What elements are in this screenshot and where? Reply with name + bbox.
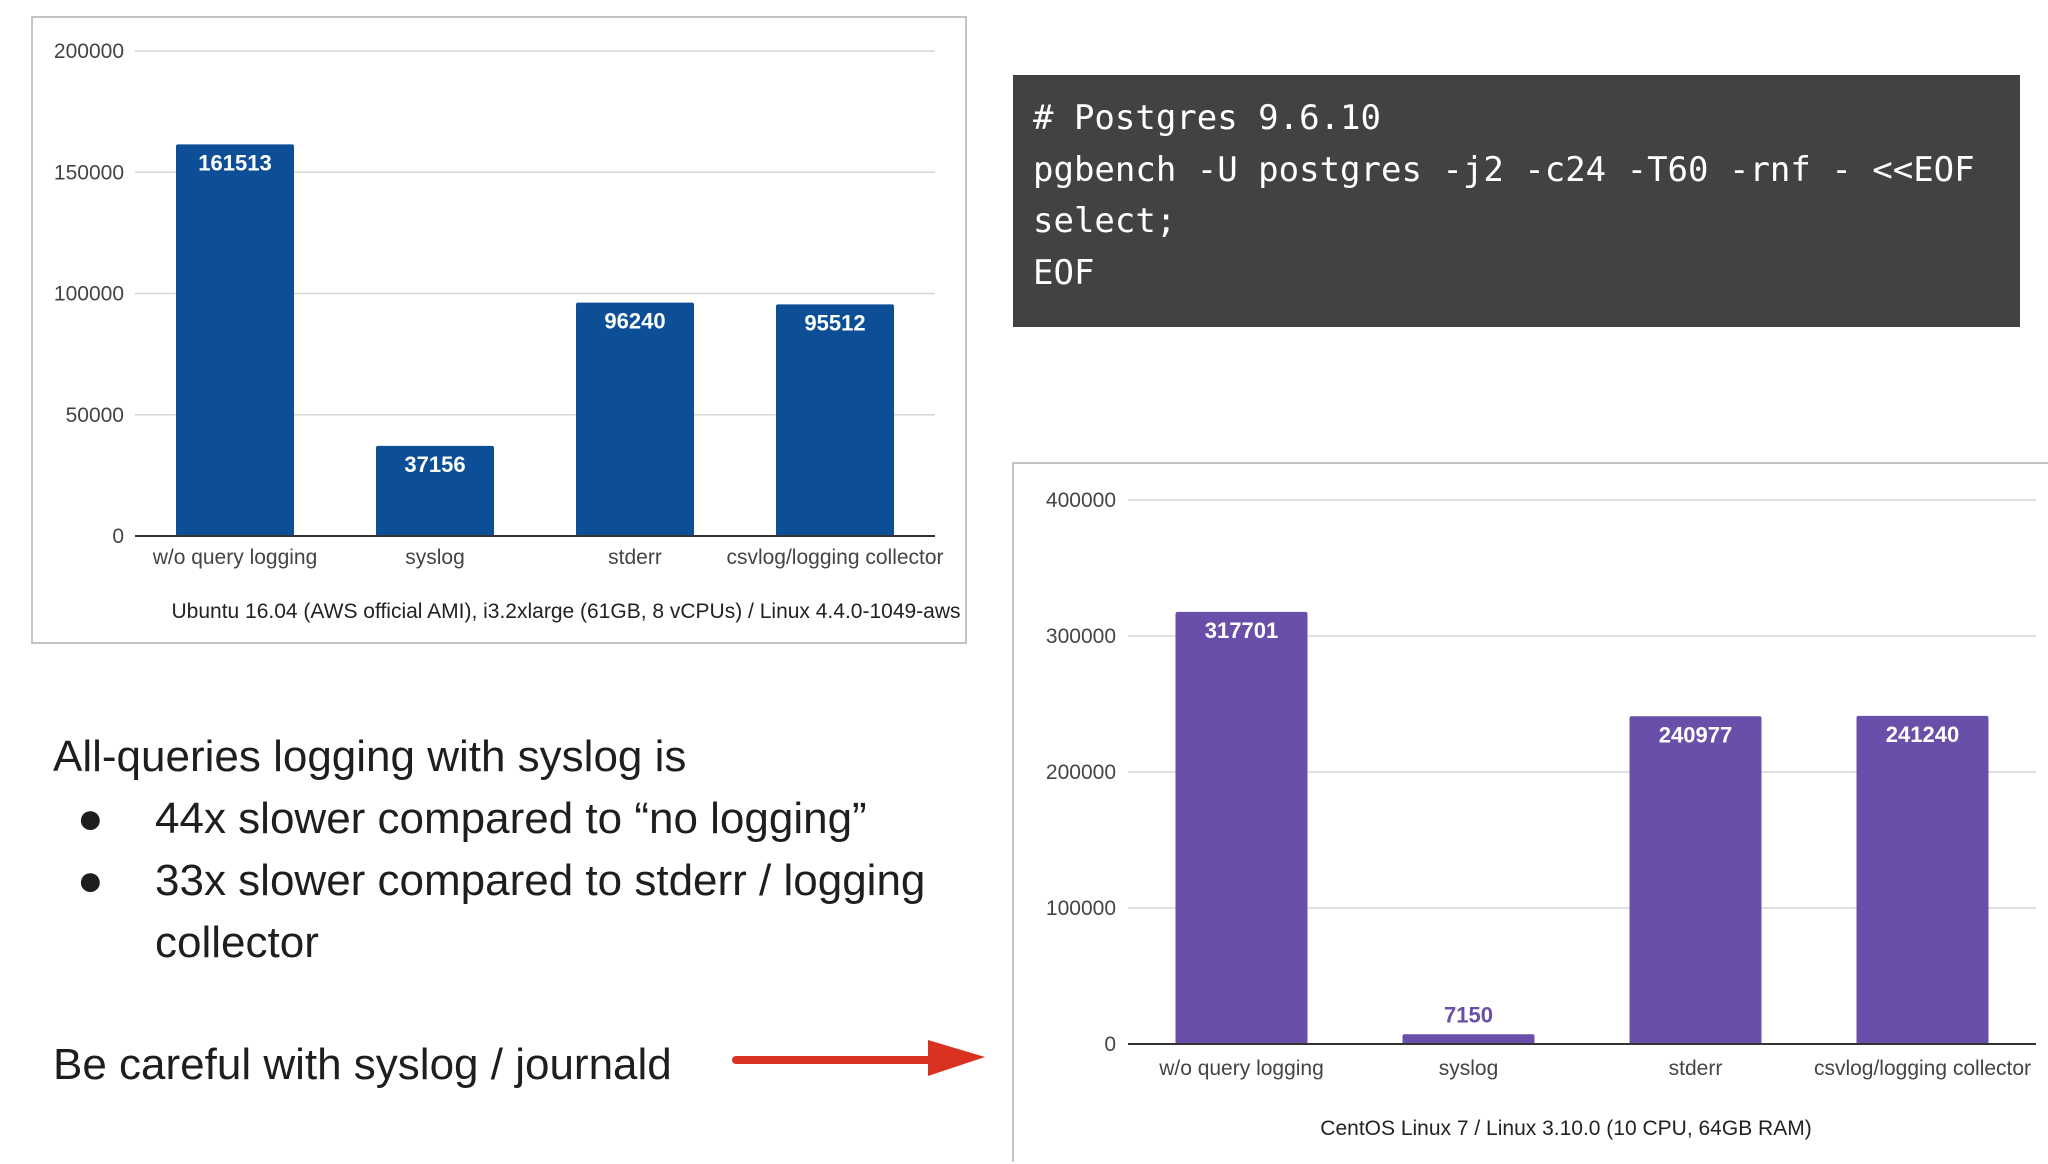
note-item: ● 44x slower compared to “no logging”: [53, 788, 933, 850]
y-tick-label: 0: [112, 525, 124, 548]
x-category-label: stderr: [1669, 1057, 1723, 1080]
y-tick-label: 50000: [66, 404, 124, 427]
note-text: 44x slower compared to “no logging”: [155, 794, 867, 843]
bar: [776, 304, 894, 536]
notes-heading: All-queries logging with syslog is: [53, 732, 687, 781]
chart-centos-svg: 0 100000 200000 300000 400000 317701 w/o query…: [1046, 489, 2036, 1140]
y-tick-label: 300000: [1046, 625, 1116, 648]
notes-list: ● 44x slower compared to “no logging” ● …: [53, 788, 933, 974]
bullet-icon: ●: [77, 794, 104, 843]
careful-note: Be careful with syslog / journald: [53, 1040, 672, 1089]
data-label: 95512: [804, 310, 865, 335]
x-category-label: syslog: [1439, 1057, 1499, 1080]
notes-section: All-queries logging with syslog is ● 44x…: [53, 726, 933, 974]
data-label: 161513: [198, 150, 271, 175]
code-line-comment: # Postgres 9.6.10: [1033, 98, 1381, 138]
data-label: 241240: [1886, 722, 1959, 747]
y-tick-label: 100000: [54, 283, 124, 306]
note-text: 33x slower compared to stderr / logging …: [155, 856, 926, 967]
y-tick-label: 200000: [54, 40, 124, 63]
x-axis-caption: Ubuntu 16.04 (AWS official AMI), i3.2xla…: [171, 600, 960, 623]
data-label: 240977: [1659, 722, 1732, 747]
x-category-label: stderr: [608, 546, 662, 569]
bar: [1856, 715, 1989, 1044]
note-item: ● 33x slower compared to stderr / loggin…: [53, 850, 933, 974]
code-block: # Postgres 9.6.10 pgbench -U postgres -j…: [1013, 75, 2020, 327]
code-line-eof: EOF: [1033, 252, 1095, 293]
data-label: 96240: [604, 309, 665, 334]
bar: [1629, 716, 1762, 1044]
y-tick-label: 100000: [1046, 897, 1116, 920]
x-category-label: w/o query logging: [152, 546, 318, 569]
data-label: 37156: [404, 452, 465, 477]
bar: [1402, 1034, 1535, 1044]
chart-ubuntu: 0 50000 100000 150000 200000 161513 w/o query …: [31, 16, 967, 644]
x-axis-caption: CentOS Linux 7 / Linux 3.10.0 (10 CPU, 6…: [1320, 1117, 1811, 1140]
y-tick-label: 200000: [1046, 761, 1116, 784]
bar: [376, 445, 494, 536]
x-category-label: w/o query logging: [1158, 1057, 1324, 1080]
bar: [1175, 611, 1308, 1044]
code-line-command: pgbench -U postgres -j2 -c24 -T60 -rnf -…: [1033, 149, 1975, 190]
code-line-query: select;: [1033, 201, 1177, 241]
bar: [176, 144, 294, 536]
arrow-right-icon: [732, 1040, 985, 1076]
y-tick-label: 150000: [54, 161, 124, 184]
bullet-icon: ●: [77, 856, 104, 905]
x-category-label: syslog: [405, 546, 465, 569]
x-category-label: csvlog/logging collector: [726, 546, 943, 569]
y-tick-label: 0: [1104, 1033, 1116, 1056]
y-tick-label: 400000: [1046, 489, 1116, 512]
chart-ubuntu-svg: 0 50000 100000 150000 200000 161513 w/o query …: [54, 40, 961, 623]
bar: [576, 302, 694, 536]
x-category-label: csvlog/logging collector: [1814, 1057, 2031, 1080]
chart-centos: 0 100000 200000 300000 400000 317701 w/o query…: [1012, 462, 2048, 1162]
data-label: 7150: [1444, 1002, 1493, 1027]
data-label: 317701: [1205, 618, 1278, 643]
